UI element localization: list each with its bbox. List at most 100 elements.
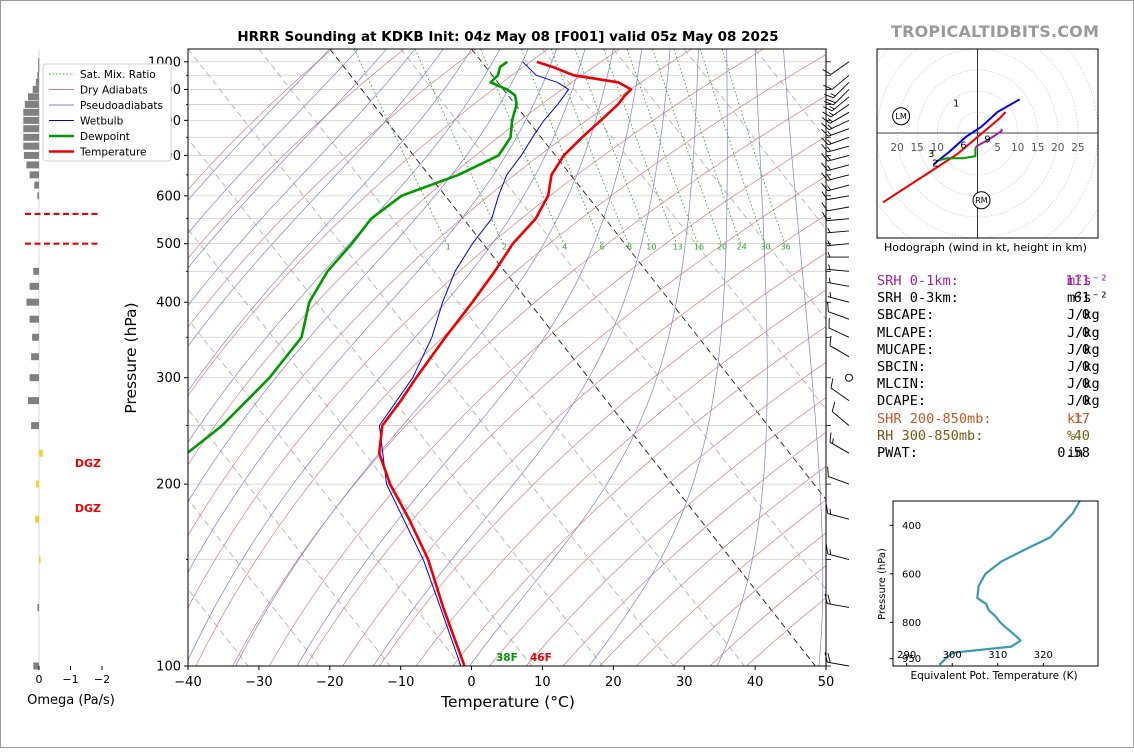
barb-shaft <box>827 282 849 286</box>
barb-shaft <box>828 477 849 485</box>
x-tick-label: 50 <box>818 675 835 690</box>
param-unit: m²s⁻² <box>1067 290 1108 307</box>
omega-bar <box>33 268 39 275</box>
mixing-ratio-line <box>415 49 503 244</box>
hodograph-ring-label: 15 <box>1031 142 1044 154</box>
barb-shaft <box>831 388 849 401</box>
mixing-ratio-label: 20 <box>717 242 727 251</box>
y-tick-label: 400 <box>156 296 181 311</box>
barb-flag <box>823 110 831 120</box>
storm-motion-label: LM <box>895 112 906 121</box>
barb-shaft <box>831 62 849 75</box>
barb-shaft <box>828 185 849 191</box>
wind-barb <box>825 467 853 484</box>
calm-wind-circle <box>846 374 853 381</box>
wind-barb <box>823 653 850 666</box>
theta-e-y-tick-label: 600 <box>902 569 921 580</box>
barb-half-flag <box>827 175 830 180</box>
barb-shaft <box>832 411 849 425</box>
mixing-ratio-line <box>674 49 741 244</box>
barb-shaft <box>828 175 849 181</box>
barb-flag <box>824 504 830 514</box>
mixing-ratio-label: 1 <box>446 242 451 251</box>
y-tick-label: 200 <box>156 478 181 493</box>
hodograph-ring-label: 20 <box>1051 142 1064 154</box>
x-axis-label: Temperature (°C) <box>440 693 575 711</box>
wind-barb <box>826 336 853 357</box>
wind-barb <box>825 302 853 319</box>
barb-shaft <box>828 137 849 145</box>
surface-temperature-label: 46F <box>530 652 552 664</box>
y-tick-label: 500 <box>156 237 181 252</box>
param-label: MUCAPE: <box>877 342 934 359</box>
param-unit: % <box>1067 428 1075 445</box>
omega-bar <box>23 109 39 116</box>
omega-axis-label: Omega (Pa/s) <box>27 693 115 708</box>
dry-adiabat-line <box>269 49 979 666</box>
omega-bar <box>30 374 39 381</box>
omega-bar <box>38 58 39 65</box>
omega-bar <box>35 516 39 523</box>
omega-bar <box>39 556 41 563</box>
wind-barb <box>827 226 849 233</box>
theta-e-y-tick-label: 800 <box>902 618 921 629</box>
x-tick-label: −20 <box>316 675 343 690</box>
hodograph-height-label: 2 <box>932 159 938 170</box>
theta-e-x-tick-label: 320 <box>1034 650 1053 661</box>
theta-e-x-tick-label: 310 <box>988 650 1007 661</box>
barb-flag <box>822 143 828 153</box>
x-tick-label: 0 <box>467 675 475 690</box>
barb-half-flag <box>828 130 832 135</box>
hodograph-ring-label: 10 <box>1011 142 1024 154</box>
param-unit: m²s⁻² <box>1067 273 1108 290</box>
omega-bar <box>30 171 39 178</box>
omega-bar <box>37 604 39 611</box>
omega-bar <box>36 79 39 86</box>
temperature-profile <box>379 62 631 666</box>
wind-barb <box>824 504 851 519</box>
param-label: SBCIN: <box>877 359 926 376</box>
surface-dewpoint-label: 38F <box>496 652 518 664</box>
param-unit: J/kg <box>1067 342 1100 359</box>
mixing-ratio-label: 16 <box>694 242 704 251</box>
y-tick-label: 600 <box>156 189 181 204</box>
omega-bar <box>34 182 39 189</box>
barb-half-flag <box>828 252 830 257</box>
x-tick-label: −10 <box>387 675 414 690</box>
param-label: MLCIN: <box>877 376 926 393</box>
param-label: DCAPE: <box>877 393 926 410</box>
omega-bar <box>39 450 43 457</box>
theta-e-frame <box>893 501 1098 666</box>
theta-e-x-tick-label: 300 <box>943 650 962 661</box>
barb-half-flag <box>828 240 830 245</box>
barb-shaft <box>828 165 849 171</box>
mixing-ratio-label: 4 <box>562 242 567 251</box>
param-unit: J/kg <box>1067 359 1100 376</box>
hodograph-ring-label: 5 <box>994 142 1001 154</box>
theta-e-y-tick-label: 400 <box>902 521 921 532</box>
x-tick-label: 10 <box>534 675 551 690</box>
omega-bar <box>38 65 39 72</box>
omega-bar <box>26 161 39 168</box>
omega-bar <box>23 134 39 141</box>
barb-flag <box>829 402 838 411</box>
barb-flag <box>828 378 836 388</box>
pseudoadiabat-line <box>143 49 556 666</box>
theta-e-x-label: Equivalent Pot. Temperature (K) <box>910 670 1077 682</box>
barb-flag <box>822 202 828 212</box>
mixing-ratio-label: 13 <box>673 242 683 251</box>
barb-shaft <box>827 662 849 666</box>
pseudoadiabat-line <box>469 49 698 666</box>
isotherm-line <box>1 49 36 666</box>
pseudoadiabat-line <box>589 49 727 666</box>
param-label: SRH 0-1km: <box>877 273 959 290</box>
param-unit: kt <box>1067 411 1083 428</box>
barb-shaft <box>828 297 849 303</box>
param-unit: in <box>1067 445 1083 462</box>
barb-half-flag <box>827 146 830 151</box>
